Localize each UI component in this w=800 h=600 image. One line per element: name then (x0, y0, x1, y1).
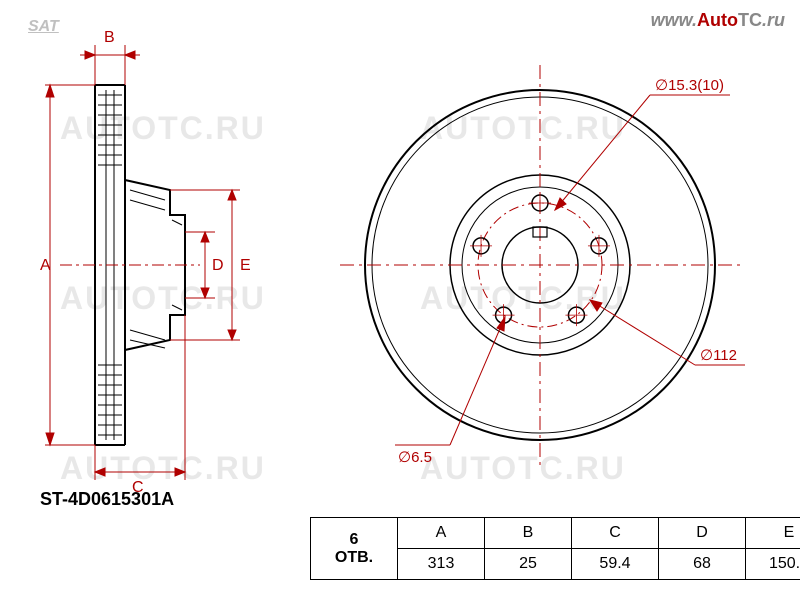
col-a: A (398, 518, 485, 549)
dia-label-2: ∅112 (700, 347, 737, 364)
dimensions-table: 6 ОТВ. A B C D E 313 25 59.4 68 150.3 (310, 517, 800, 580)
col-d: D (659, 518, 746, 549)
dim-label-d: D (212, 257, 224, 274)
dim-label-e: E (240, 257, 251, 274)
col-b: B (485, 518, 572, 549)
col-e: E (746, 518, 800, 549)
dia-label-3: ∅6.5 (398, 449, 432, 466)
col-c: C (572, 518, 659, 549)
val-d: 68 (659, 549, 746, 580)
dim-label-b: B (104, 29, 115, 46)
val-b: 25 (485, 549, 572, 580)
part-number: ST-4D0615301A (40, 489, 174, 510)
otv-count: 6 (350, 531, 359, 548)
dia-label-1: ∅15.3(10) (655, 77, 724, 94)
dim-label-a: A (40, 257, 51, 274)
val-a: 313 (398, 549, 485, 580)
val-e: 150.3 (746, 549, 800, 580)
otv-label: ОТВ. (335, 549, 373, 566)
val-c: 59.4 (572, 549, 659, 580)
technical-drawing: A B C D (0, 0, 800, 550)
